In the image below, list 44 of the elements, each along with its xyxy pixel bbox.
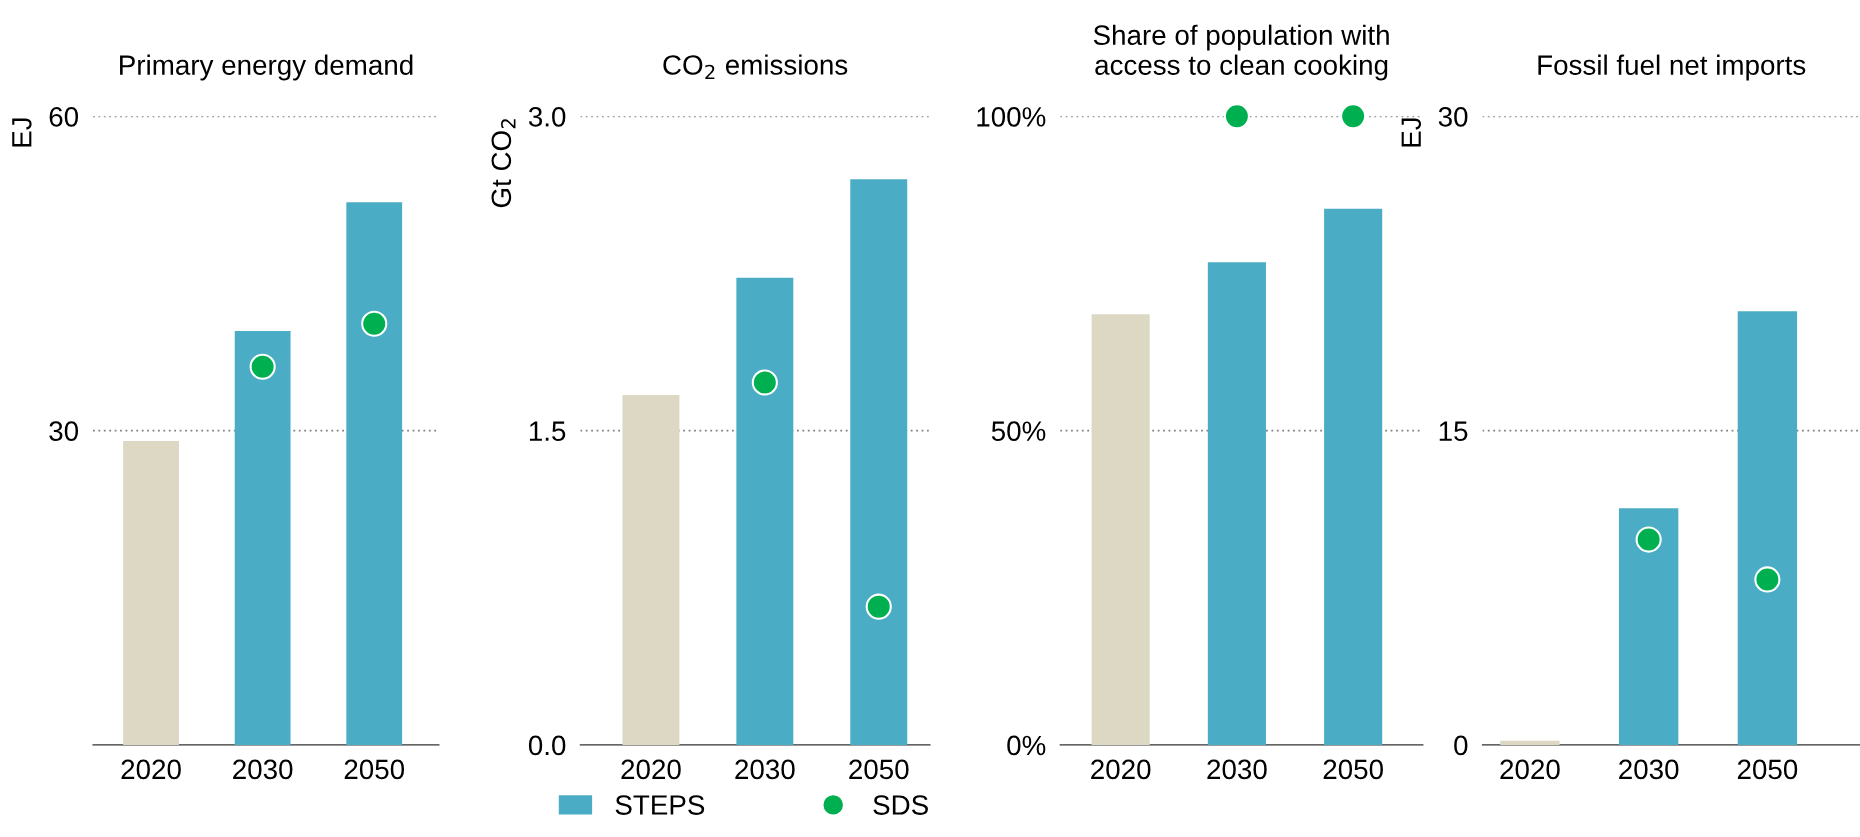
bar [123,441,179,745]
bar [346,202,403,745]
y-axis-title: EJ [1401,118,1422,147]
bar [622,395,680,745]
chart-title: Share of population with access to clean cooking [1093,24,1389,81]
y-tick-label: 0 [1454,735,1468,756]
x-tick-label: 2050 [344,759,405,780]
bar [1618,508,1679,745]
x-tick-label: 2050 [1323,759,1383,780]
legend-label: SDS [873,795,928,815]
x-tick-label: 2020 [121,759,181,780]
y-tick-label: 0% [1007,735,1046,756]
legend-label: STEPS [615,795,705,815]
bar [234,331,291,745]
y-tick-label: 0.0 [528,735,566,756]
bar [1207,262,1266,745]
y-tick-label: 1.5 [529,421,566,441]
y-tick-label: 60 [49,107,79,127]
bar [1324,208,1383,745]
y-tick-label: 30 [49,421,79,441]
bar [736,277,794,745]
x-tick-label: 2030 [1207,759,1267,780]
y-tick-label: 30 [1438,107,1468,127]
x-tick-label: 2050 [849,759,909,780]
bar [1737,311,1798,745]
y-tick-label: 3.0 [528,107,566,127]
x-tick-label: 2030 [1619,759,1679,780]
chart-title: Fossil fuel net imports [1538,54,1806,81]
y-tick-label: 15 [1439,421,1468,441]
y-axis-title: EJ [12,118,32,147]
x-tick-label: 2050 [1737,759,1798,780]
x-tick-label: 2020 [621,759,681,780]
chart-title: Primary energy demand [120,54,413,81]
bar [1091,314,1150,745]
bar [850,179,908,745]
bar [1500,740,1560,745]
y-tick-label: 50% [991,421,1046,441]
x-tick-label: 2030 [735,759,795,780]
x-tick-label: 2020 [1500,759,1560,780]
y-tick-label: 100% [977,107,1046,127]
x-tick-label: 2030 [233,759,293,780]
x-tick-label: 2020 [1091,759,1151,780]
chart-title: CO$_{2}$ emissions [663,54,848,80]
y-axis-title: Gt CO$_{2}$ [491,119,516,208]
